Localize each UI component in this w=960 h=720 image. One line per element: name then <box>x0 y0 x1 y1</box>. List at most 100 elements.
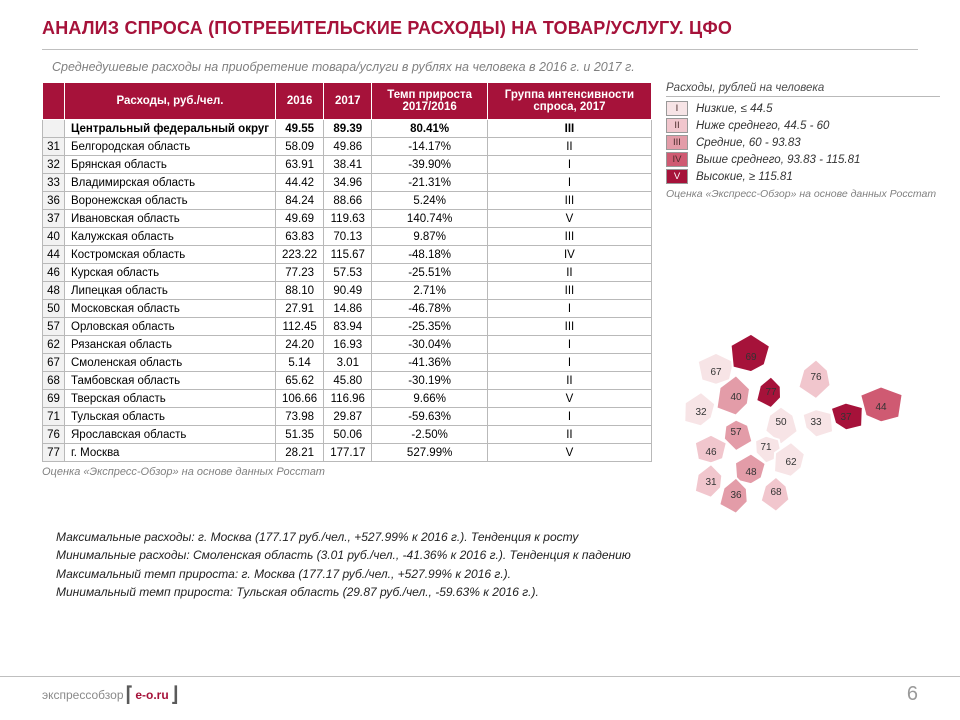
map-region-label: 71 <box>760 442 772 453</box>
footer-logo-red: e-o.ru <box>135 688 168 702</box>
row-group: I <box>487 300 651 318</box>
row-2017: 45.80 <box>324 372 372 390</box>
row-idx: 71 <box>43 408 65 426</box>
row-group: II <box>487 138 651 156</box>
row-2016: 58.09 <box>276 138 324 156</box>
row-idx: 68 <box>43 372 65 390</box>
row-group: I <box>487 336 651 354</box>
row-growth: -39.90% <box>372 156 487 174</box>
table-row: 62 Рязанская область 24.20 16.93 -30.04%… <box>43 336 652 354</box>
footer-logo-gray: экспрессобзор <box>42 688 124 702</box>
legend-row: II Ниже среднего, 44.5 - 60 <box>666 118 940 133</box>
legend-swatch: III <box>666 135 688 150</box>
row-2017: 16.93 <box>324 336 372 354</box>
legend-title: Расходы, рублей на человека <box>666 82 940 97</box>
row-2017: 83.94 <box>324 318 372 336</box>
table-row: 40 Калужская область 63.83 70.13 9.87% I… <box>43 228 652 246</box>
legend-note: Оценка «Экспресс-Обзор» на основе данных… <box>666 188 940 202</box>
legend-label: Ниже среднего, 44.5 - 60 <box>696 120 829 132</box>
map-region-label: 40 <box>730 392 742 403</box>
row-group: I <box>487 354 651 372</box>
legend-row: V Высокие, ≥ 115.81 <box>666 169 940 184</box>
row-2017: 49.86 <box>324 138 372 156</box>
table-row: 71 Тульская область 73.98 29.87 -59.63% … <box>43 408 652 426</box>
row-group: V <box>487 210 651 228</box>
row-2016: 49.55 <box>276 120 324 138</box>
row-growth: -14.17% <box>372 138 487 156</box>
row-growth: 2.71% <box>372 282 487 300</box>
map-region-label: 48 <box>745 467 757 478</box>
row-2017: 3.01 <box>324 354 372 372</box>
map-region-label: 76 <box>810 372 822 383</box>
row-2016: 51.35 <box>276 426 324 444</box>
row-2017: 90.49 <box>324 282 372 300</box>
row-idx: 40 <box>43 228 65 246</box>
row-2017: 57.53 <box>324 264 372 282</box>
row-group: III <box>487 192 651 210</box>
legend-label: Выше среднего, 93.83 - 115.81 <box>696 154 860 166</box>
table-row: 31 Белгородская область 58.09 49.86 -14.… <box>43 138 652 156</box>
row-region: Калужская область <box>65 228 276 246</box>
legend-row: III Средние, 60 - 93.83 <box>666 135 940 150</box>
row-group: II <box>487 426 651 444</box>
row-idx: 69 <box>43 390 65 408</box>
row-2016: 49.69 <box>276 210 324 228</box>
row-region: Липецкая область <box>65 282 276 300</box>
row-2017: 14.86 <box>324 300 372 318</box>
footer: экспрессобзор ⌈ e-o.ru ⌋ 6 <box>0 676 960 706</box>
row-idx: 67 <box>43 354 65 372</box>
row-idx: 37 <box>43 210 65 228</box>
row-2016: 106.66 <box>276 390 324 408</box>
row-group: V <box>487 390 651 408</box>
th-2017: 2017 <box>324 83 372 120</box>
row-2016: 73.98 <box>276 408 324 426</box>
map-region-label: 37 <box>840 412 852 423</box>
row-2016: 65.62 <box>276 372 324 390</box>
map-region-label: 50 <box>775 417 787 428</box>
data-table: Расходы, руб./чел. 2016 2017 Темп прирос… <box>42 82 652 462</box>
table-row: 33 Владимирская область 44.42 34.96 -21.… <box>43 174 652 192</box>
row-2017: 38.41 <box>324 156 372 174</box>
row-region: Ивановская область <box>65 210 276 228</box>
row-region: Белгородская область <box>65 138 276 156</box>
map-region-label: 44 <box>875 402 887 413</box>
row-growth: -48.18% <box>372 246 487 264</box>
th-group: Группа интенсивности спроса, 2017 <box>487 83 651 120</box>
table-row: 50 Московская область 27.91 14.86 -46.78… <box>43 300 652 318</box>
map-region-label: 32 <box>695 407 707 418</box>
map-region-label: 46 <box>705 447 717 458</box>
row-group: III <box>487 318 651 336</box>
row-idx: 46 <box>43 264 65 282</box>
legend: Расходы, рублей на человека I Низкие, ≤ … <box>666 82 940 202</box>
row-2016: 28.21 <box>276 444 324 462</box>
bracket-icon: ⌋ <box>171 685 179 705</box>
row-idx: 48 <box>43 282 65 300</box>
row-region: Тверская область <box>65 390 276 408</box>
analysis-line: Минимальный темп прироста: Тульская обла… <box>56 583 960 602</box>
table-row: 37 Ивановская область 49.69 119.63 140.7… <box>43 210 652 228</box>
legend-swatch: V <box>666 169 688 184</box>
map-region-label: 77 <box>765 387 777 398</box>
legend-label: Низкие, ≤ 44.5 <box>696 103 773 115</box>
table-row: 57 Орловская область 112.45 83.94 -25.35… <box>43 318 652 336</box>
map-region-label: 68 <box>770 487 782 498</box>
table-row: 69 Тверская область 106.66 116.96 9.66% … <box>43 390 652 408</box>
table-row: 77 г. Москва 28.21 177.17 527.99% V <box>43 444 652 462</box>
table-row: Центральный федеральный округ 49.55 89.3… <box>43 120 652 138</box>
row-idx: 57 <box>43 318 65 336</box>
table-row: 46 Курская область 77.23 57.53 -25.51% I… <box>43 264 652 282</box>
row-growth: -41.36% <box>372 354 487 372</box>
subtitle: Среднедушевые расходы на приобретение то… <box>0 60 960 82</box>
row-region: Московская область <box>65 300 276 318</box>
row-group: V <box>487 444 651 462</box>
row-idx: 33 <box>43 174 65 192</box>
row-growth: 527.99% <box>372 444 487 462</box>
row-idx: 32 <box>43 156 65 174</box>
table-row: 44 Костромская область 223.22 115.67 -48… <box>43 246 652 264</box>
row-group: III <box>487 120 651 138</box>
row-growth: -2.50% <box>372 426 487 444</box>
map-region-label: 69 <box>745 352 757 363</box>
row-growth: 9.87% <box>372 228 487 246</box>
row-idx: 44 <box>43 246 65 264</box>
row-growth: -30.04% <box>372 336 487 354</box>
